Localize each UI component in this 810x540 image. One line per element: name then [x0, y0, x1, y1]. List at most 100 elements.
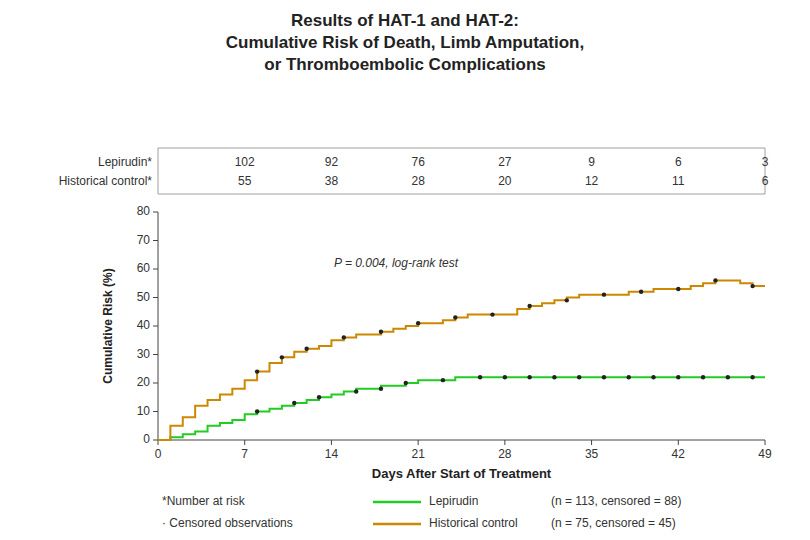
y-tick	[153, 297, 158, 298]
censored-dot	[639, 290, 643, 294]
series-line	[158, 377, 765, 440]
censored-dot	[503, 375, 507, 379]
y-tick	[153, 212, 158, 213]
x-tick-label: 14	[325, 447, 339, 461]
censored-dot	[713, 278, 717, 282]
x-tick-label: 7	[241, 447, 248, 461]
x-tick	[331, 440, 332, 445]
censored-dot	[527, 304, 531, 308]
at-risk-number: 20	[498, 174, 512, 188]
y-tick-label: 10	[137, 404, 151, 418]
x-axis-line	[158, 440, 765, 441]
censored-dot	[379, 330, 383, 334]
footnote: *Number at risk	[162, 494, 246, 508]
at-risk-number: 76	[411, 155, 425, 169]
censored-dot	[478, 375, 482, 379]
censored-dot	[726, 375, 730, 379]
censored-dot	[404, 381, 408, 385]
y-tick	[153, 326, 158, 327]
x-axis-label: Days After Start of Treatment	[372, 466, 552, 481]
x-tick	[504, 440, 505, 445]
censored-dot	[354, 389, 358, 393]
censored-dot	[602, 292, 606, 296]
y-tick	[153, 440, 158, 441]
censored-dot	[280, 355, 284, 359]
background	[0, 0, 810, 540]
at-risk-number: 12	[585, 174, 599, 188]
y-tick	[153, 383, 158, 384]
y-tick-label: 20	[137, 375, 151, 389]
legend-swatch	[373, 501, 421, 504]
censored-dot	[750, 375, 754, 379]
chart: Results of HAT-1 and HAT-2: Cumulative Ri…	[0, 0, 810, 540]
y-tick-label: 50	[137, 290, 151, 304]
x-tick	[591, 440, 592, 445]
legend-swatch	[373, 523, 421, 526]
x-tick-label: 42	[672, 447, 686, 461]
x-tick-label: 0	[155, 447, 162, 461]
censored-dot	[676, 287, 680, 291]
censored-dot	[527, 375, 531, 379]
y-tick-label: 0	[143, 432, 150, 446]
censored-dot	[490, 312, 494, 316]
at-risk-row-label: Lepirudin*	[98, 155, 152, 169]
censored-dot	[304, 347, 308, 351]
censored-dot	[441, 378, 445, 382]
at-risk-number: 38	[325, 174, 339, 188]
censored-dot	[577, 375, 581, 379]
table-border	[158, 194, 765, 195]
y-tick-label: 80	[137, 204, 151, 218]
title-line: or Thromboembolic Complications	[264, 55, 545, 74]
censored-dot	[292, 401, 296, 405]
x-tick-label: 49	[758, 447, 772, 461]
censored-dot	[627, 375, 631, 379]
censored-dot	[701, 375, 705, 379]
y-tick-label: 40	[137, 318, 151, 332]
annotation: P = 0.004, log-rank test	[334, 256, 459, 270]
x-tick	[678, 440, 679, 445]
at-risk-number: 28	[411, 174, 425, 188]
x-tick	[244, 440, 245, 445]
at-risk-number: 27	[498, 155, 512, 169]
legend-label: Historical control	[429, 516, 518, 530]
censored-dot	[602, 375, 606, 379]
y-tick-label: 30	[137, 347, 151, 361]
at-risk-number: 3	[762, 155, 769, 169]
censored-dot	[676, 375, 680, 379]
censored-dot	[565, 298, 569, 302]
y-tick	[153, 411, 158, 412]
y-tick	[153, 240, 158, 241]
series-line	[158, 280, 765, 440]
at-risk-row-label: Historical control*	[59, 174, 153, 188]
y-tick-label: 70	[137, 233, 151, 247]
censored-dot	[255, 369, 259, 373]
censored-dot	[379, 387, 383, 391]
censored-dot	[255, 409, 259, 413]
legend-note: (n = 113, censored = 88)	[551, 494, 682, 508]
at-risk-number: 55	[238, 174, 252, 188]
at-risk-number: 6	[675, 155, 682, 169]
censored-dot	[750, 284, 754, 288]
censored-dot	[651, 375, 655, 379]
at-risk-number: 92	[325, 155, 339, 169]
censored-dot	[552, 375, 556, 379]
censored-dot	[317, 395, 321, 399]
censored-dot	[416, 321, 420, 325]
title-line: Cumulative Risk of Death, Limb Amputatio…	[226, 33, 584, 52]
at-risk-number: 11	[672, 174, 685, 188]
at-risk-number: 6	[762, 174, 769, 188]
at-risk-number: 9	[588, 155, 595, 169]
x-tick-label: 28	[498, 447, 512, 461]
table-border	[158, 148, 765, 149]
y-tick-label: 60	[137, 261, 151, 275]
title: Results of HAT-1 and HAT-2: Cumulative Ri…	[226, 11, 584, 74]
at-risk-number: 102	[235, 155, 255, 169]
legend-label: Lepirudin	[429, 494, 478, 508]
legend-note: (n = 75, censored = 45)	[551, 516, 676, 530]
plot-area	[158, 278, 765, 440]
censored-dot	[453, 315, 457, 319]
title-line: Results of HAT-1 and HAT-2:	[291, 11, 519, 30]
y-axis-label: Cumulative Risk (%)	[101, 268, 115, 383]
x-tick-label: 21	[411, 447, 425, 461]
footnote: · Censored observations	[162, 516, 293, 530]
